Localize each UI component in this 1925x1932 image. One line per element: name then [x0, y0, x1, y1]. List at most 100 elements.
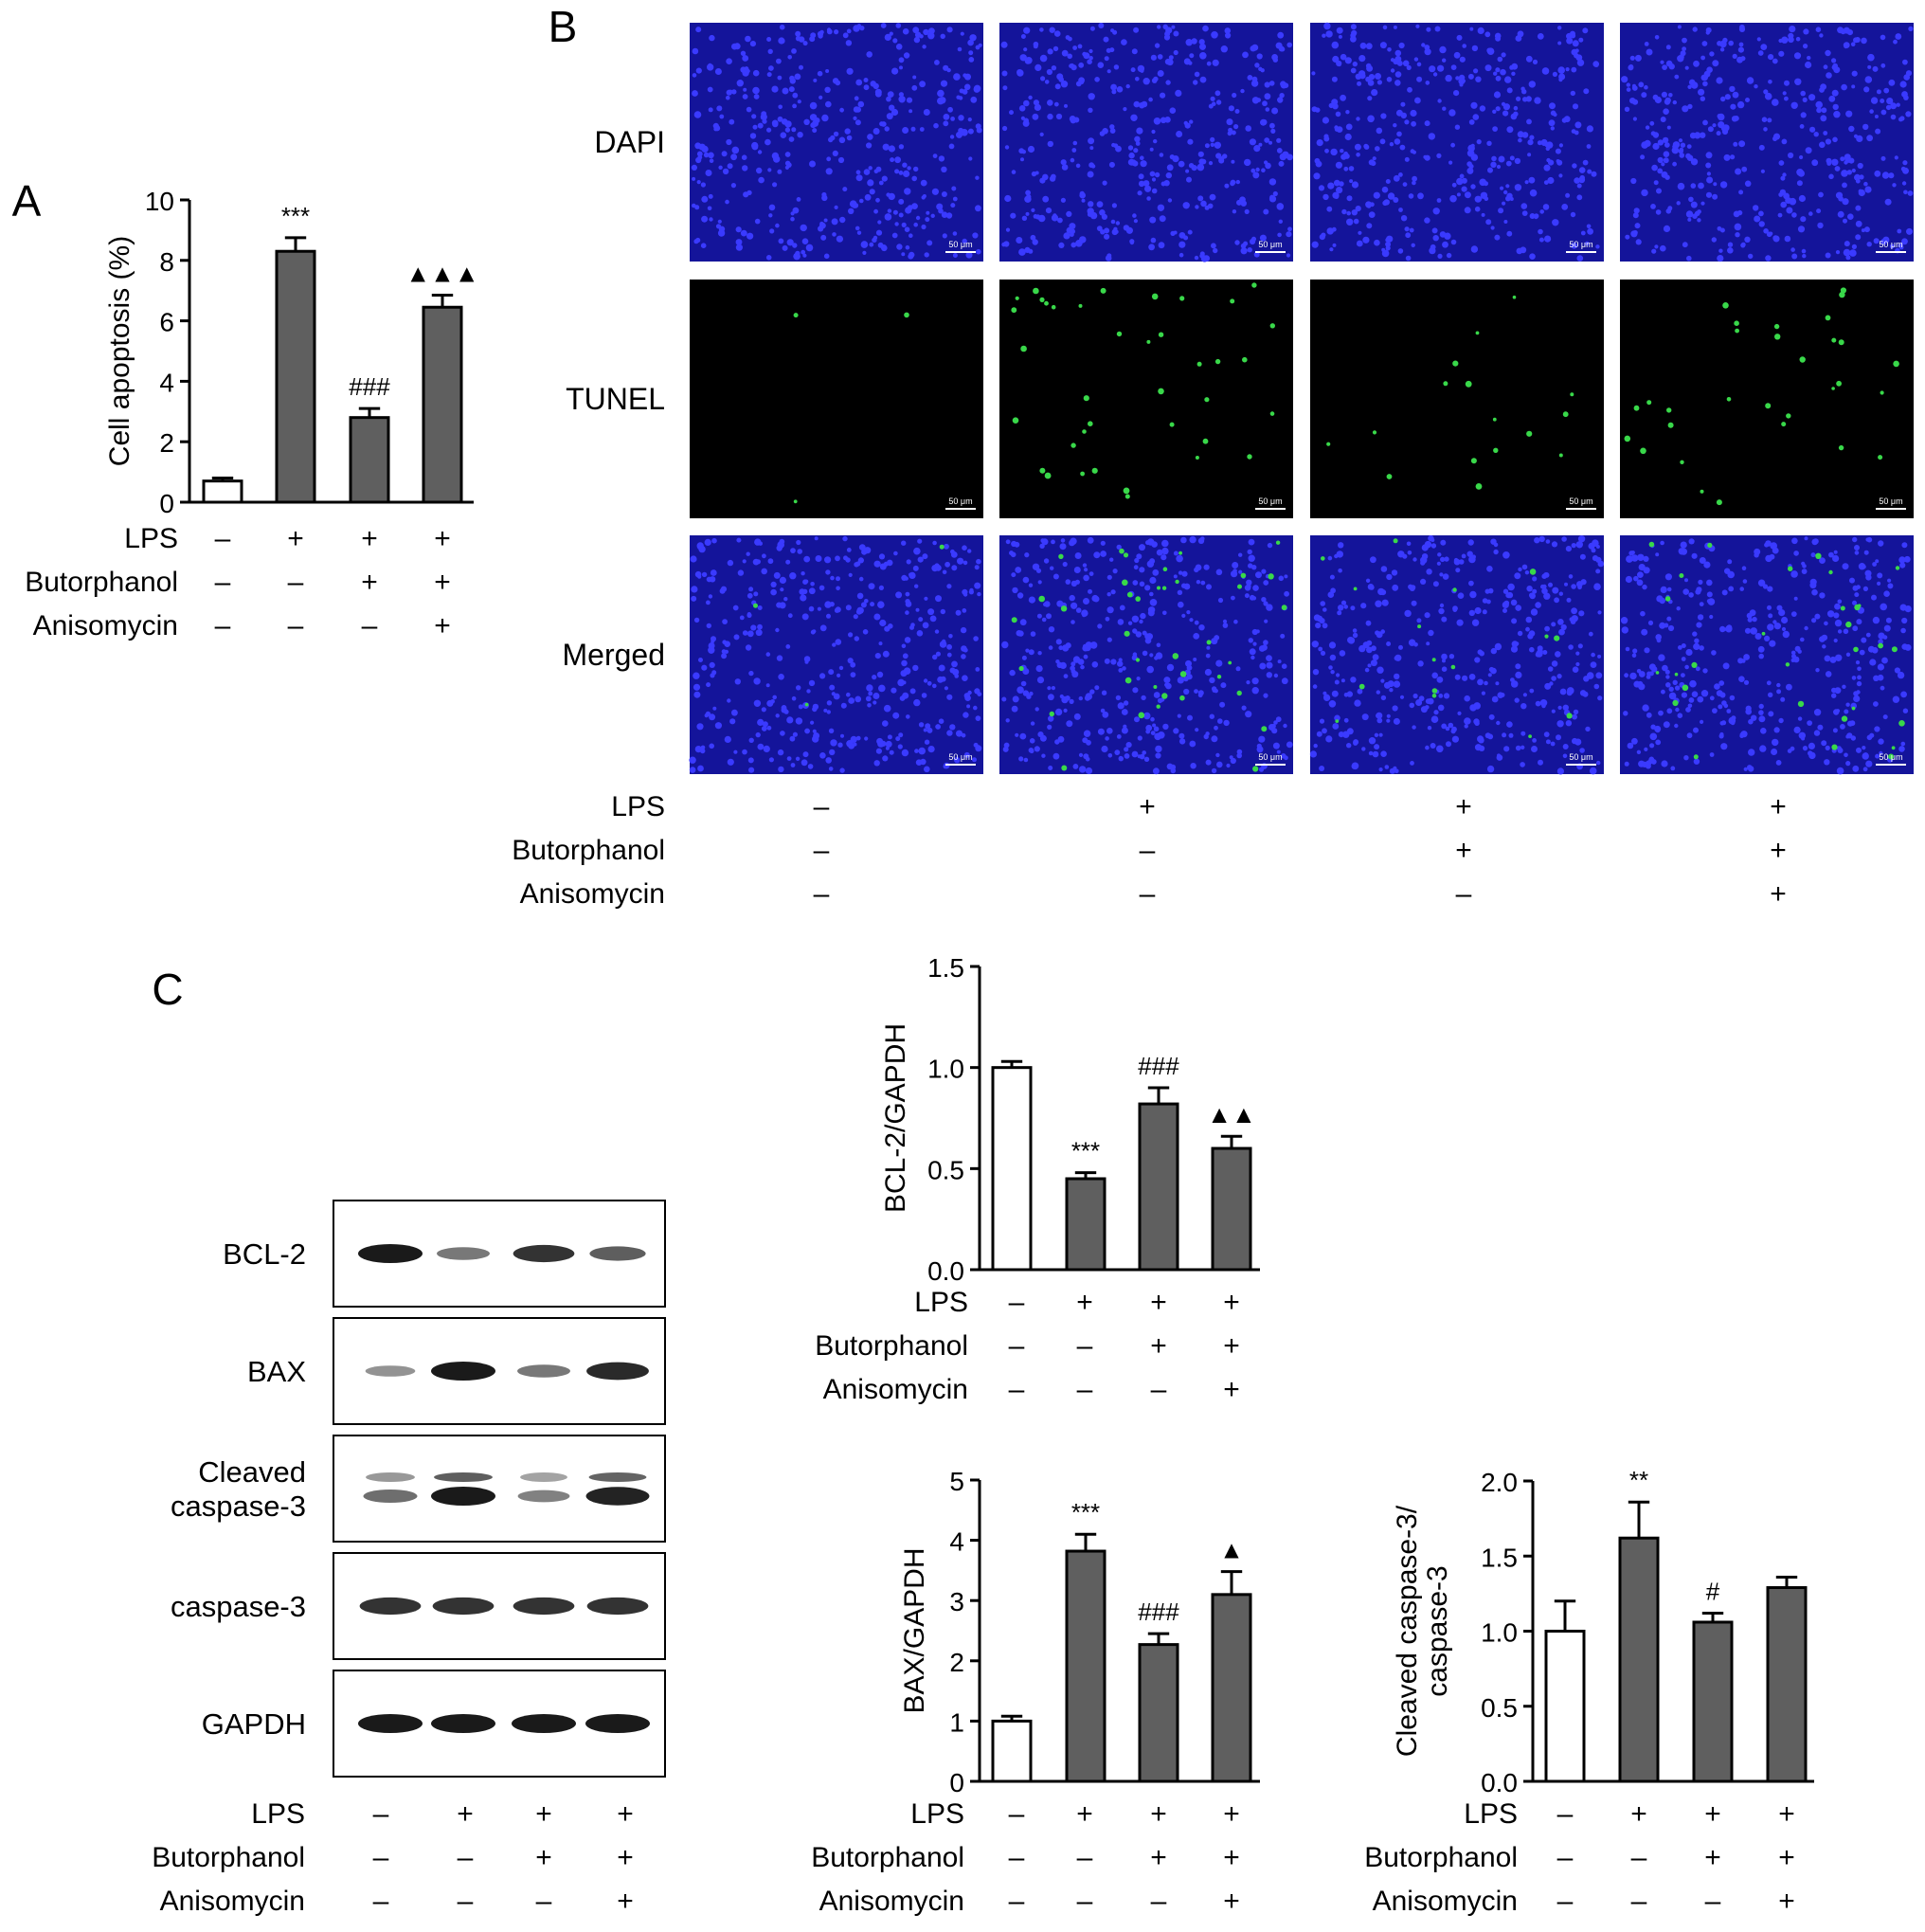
dapi-nucleus — [1361, 747, 1366, 751]
dapi-nucleus — [1355, 206, 1361, 212]
dapi-nucleus — [836, 586, 840, 591]
dapi-nucleus — [1486, 140, 1492, 146]
dapi-nucleus — [1530, 608, 1538, 616]
blot-label: caspase-3 — [171, 1590, 306, 1623]
dapi-nucleus — [736, 537, 742, 543]
tunel-positive-cell — [1122, 579, 1128, 587]
dapi-nucleus — [792, 207, 800, 214]
dapi-nucleus — [1773, 727, 1780, 733]
dapi-nucleus — [1313, 743, 1318, 749]
dapi-nucleus — [913, 698, 921, 707]
dapi-nucleus — [917, 538, 923, 544]
dapi-nucleus — [1191, 38, 1197, 45]
dapi-nucleus — [1395, 109, 1403, 117]
dapi-nucleus — [897, 678, 905, 687]
dapi-nucleus — [1568, 644, 1574, 650]
dapi-nucleus — [931, 188, 940, 195]
dapi-nucleus — [1014, 541, 1020, 548]
dapi-nucleus — [810, 122, 817, 129]
dapi-nucleus — [913, 547, 921, 555]
dapi-nucleus — [1311, 641, 1320, 648]
dapi-nucleus — [709, 661, 715, 669]
dapi-nucleus — [923, 678, 928, 683]
dapi-nucleus — [1867, 53, 1875, 62]
dapi-nucleus — [1657, 168, 1664, 174]
dapi-nucleus — [1143, 756, 1150, 762]
blot-bcl-2: BCL-2 — [223, 1200, 666, 1308]
dapi-nucleus — [820, 234, 827, 241]
microscopy-treatment-sign-anisomycin-2: – — [1140, 878, 1156, 910]
dapi-nucleus — [1058, 645, 1064, 651]
dapi-nucleus — [1831, 693, 1837, 698]
tunel-positive-cell — [1891, 746, 1896, 750]
dapi-nucleus — [1663, 721, 1670, 729]
dapi-nucleus — [1652, 142, 1660, 151]
tunel-positive-cell — [1206, 640, 1212, 645]
dapi-nucleus — [1440, 539, 1447, 546]
dapi-nucleus — [1178, 732, 1185, 739]
chart-a-treatment-label-lps: LPS — [124, 523, 178, 554]
dapi-nucleus — [1103, 36, 1109, 43]
chart-bcl2-treatment-sign-butorphanol-4: + — [1223, 1330, 1240, 1362]
dapi-nucleus — [1132, 213, 1137, 218]
dapi-nucleus — [1730, 154, 1736, 160]
tunel-positive-cell — [1774, 334, 1781, 340]
dapi-nucleus — [1815, 668, 1820, 673]
dapi-nucleus — [901, 643, 907, 649]
blot-band — [517, 1490, 570, 1503]
tunel-positive-cell — [1672, 699, 1679, 707]
dapi-nucleus — [901, 222, 907, 227]
dapi-nucleus — [1375, 630, 1380, 636]
dapi-nucleus — [776, 602, 783, 608]
dapi-nucleus — [1039, 132, 1044, 136]
chart-bcl2-bar-1 — [991, 1066, 1033, 1272]
dapi-nucleus — [1210, 142, 1215, 147]
chart-bcl2-treatment-sign-lps-3: + — [1150, 1287, 1167, 1318]
dapi-nucleus — [819, 29, 824, 35]
dapi-nucleus — [768, 213, 773, 218]
dapi-nucleus — [1423, 154, 1428, 159]
dapi-nucleus — [1228, 127, 1233, 133]
tunel-positive-cell — [1431, 688, 1438, 694]
dapi-nucleus — [1865, 760, 1873, 767]
dapi-nucleus — [1338, 34, 1342, 39]
chart-bcl2-significance-2: *** — [1071, 1137, 1100, 1165]
dapi-nucleus — [1081, 198, 1086, 203]
dapi-nucleus — [1828, 95, 1836, 102]
dapi-nucleus — [1101, 213, 1107, 220]
dapi-nucleus — [839, 216, 846, 224]
dapi-nucleus — [824, 86, 831, 94]
dapi-nucleus — [823, 708, 828, 713]
dapi-nucleus — [910, 623, 915, 627]
dapi-nucleus — [1135, 77, 1140, 81]
dapi-nucleus — [1106, 47, 1111, 53]
dapi-nucleus — [1807, 55, 1811, 61]
dapi-nucleus — [873, 208, 878, 214]
dapi-nucleus — [895, 23, 902, 28]
dapi-nucleus — [1330, 148, 1338, 156]
dapi-nucleus — [914, 749, 919, 753]
dapi-nucleus — [1262, 100, 1268, 107]
dapi-nucleus — [1866, 135, 1873, 142]
dapi-nucleus — [1049, 27, 1055, 33]
blot-band — [363, 1490, 418, 1503]
dapi-nucleus — [1236, 752, 1242, 759]
dapi-nucleus — [1736, 209, 1743, 216]
dapi-nucleus — [787, 613, 793, 619]
dapi-nucleus — [735, 239, 743, 245]
dapi-nucleus — [1322, 691, 1327, 695]
dapi-nucleus — [1116, 734, 1122, 739]
dapi-nucleus — [730, 153, 737, 161]
dapi-nucleus — [1528, 630, 1536, 637]
dapi-nucleus — [1686, 732, 1693, 739]
dapi-nucleus — [1697, 218, 1701, 223]
dapi-nucleus — [1561, 204, 1569, 210]
dapi-nucleus — [863, 84, 870, 91]
dapi-nucleus — [1142, 750, 1146, 755]
microscopy-treatment-sign-butorphanol-4: + — [1770, 835, 1787, 866]
dapi-nucleus — [1829, 656, 1837, 663]
dapi-nucleus — [1187, 138, 1194, 145]
dapi-nucleus — [891, 108, 899, 117]
dapi-nucleus — [1535, 652, 1541, 658]
dapi-nucleus — [951, 186, 957, 191]
